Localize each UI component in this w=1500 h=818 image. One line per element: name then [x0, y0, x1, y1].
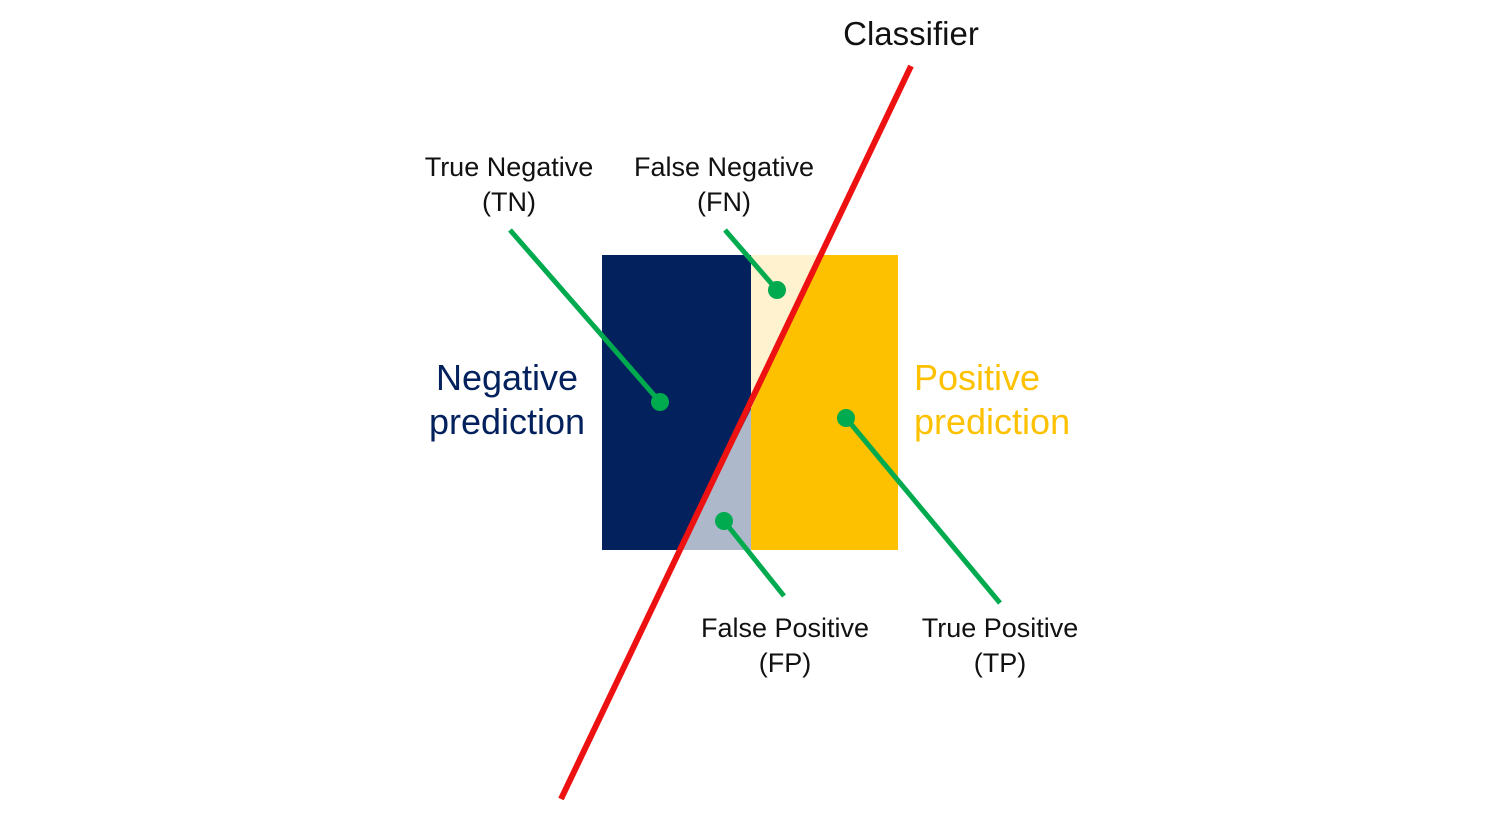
fp-label-line2: (FP): [759, 648, 811, 678]
tn-pointer-line: [508, 228, 662, 404]
positive-prediction-line1: Positive: [914, 357, 1040, 398]
fn-pointer-dot: [768, 281, 786, 299]
fp-pointer-line: [722, 519, 786, 598]
tp-pointer-line: [844, 416, 1002, 605]
fp-label-line1: False Positive: [701, 613, 869, 643]
positive-prediction-line2: prediction: [914, 401, 1070, 442]
classifier-label: Classifier: [843, 15, 979, 52]
fn-label-line2: (FN): [697, 187, 751, 217]
tp-pointer-dot: [837, 409, 855, 427]
classifier-line: [558, 64, 914, 801]
tp-label-line2: (TP): [974, 648, 1026, 678]
tn-label-line2: (TN): [482, 187, 536, 217]
fp-pointer-dot: [715, 512, 733, 530]
fn-label-line1: False Negative: [634, 152, 814, 182]
fn-pointer-line: [723, 228, 779, 292]
tp-label-line1: True Positive: [922, 613, 1079, 643]
negative-prediction-line1: Negative: [436, 357, 578, 398]
tn-label-line1: True Negative: [425, 152, 594, 182]
tn-pointer-dot: [651, 393, 669, 411]
negative-prediction-line2: prediction: [429, 401, 585, 442]
